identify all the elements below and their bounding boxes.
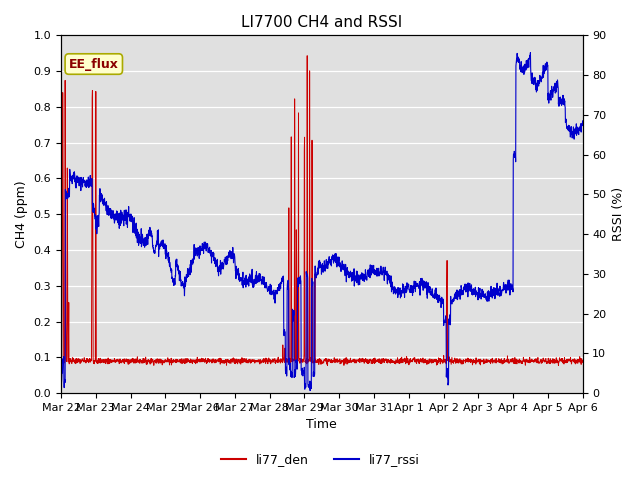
Y-axis label: CH4 (ppm): CH4 (ppm)	[15, 180, 28, 248]
Legend: li77_den, li77_rssi: li77_den, li77_rssi	[216, 448, 424, 471]
li77_rssi	[533, 88, 541, 94]
Y-axis label: RSSI (%): RSSI (%)	[612, 187, 625, 241]
li77_rssi	[548, 91, 556, 97]
li77_den	[303, 53, 311, 59]
li77_den	[337, 360, 345, 366]
li77_den	[548, 358, 556, 363]
li77_rssi	[337, 262, 344, 268]
li77_den	[349, 358, 356, 364]
li77_den	[579, 360, 586, 365]
li77_rssi	[307, 388, 314, 394]
li77_rssi	[57, 387, 65, 393]
Text: EE_flux: EE_flux	[69, 58, 119, 71]
Line: li77_rssi: li77_rssi	[61, 53, 582, 391]
li77_den	[57, 356, 65, 361]
li77_rssi	[579, 118, 586, 124]
li77_den	[533, 356, 541, 361]
li77_rssi	[203, 245, 211, 251]
li77_rssi	[527, 50, 534, 56]
li77_rssi	[348, 269, 356, 275]
X-axis label: Time: Time	[307, 419, 337, 432]
Title: LI7700 CH4 and RSSI: LI7700 CH4 and RSSI	[241, 15, 403, 30]
li77_den	[324, 363, 332, 369]
Line: li77_den: li77_den	[61, 56, 582, 366]
li77_den	[203, 360, 211, 366]
li77_den	[474, 357, 481, 363]
li77_rssi	[474, 292, 481, 298]
